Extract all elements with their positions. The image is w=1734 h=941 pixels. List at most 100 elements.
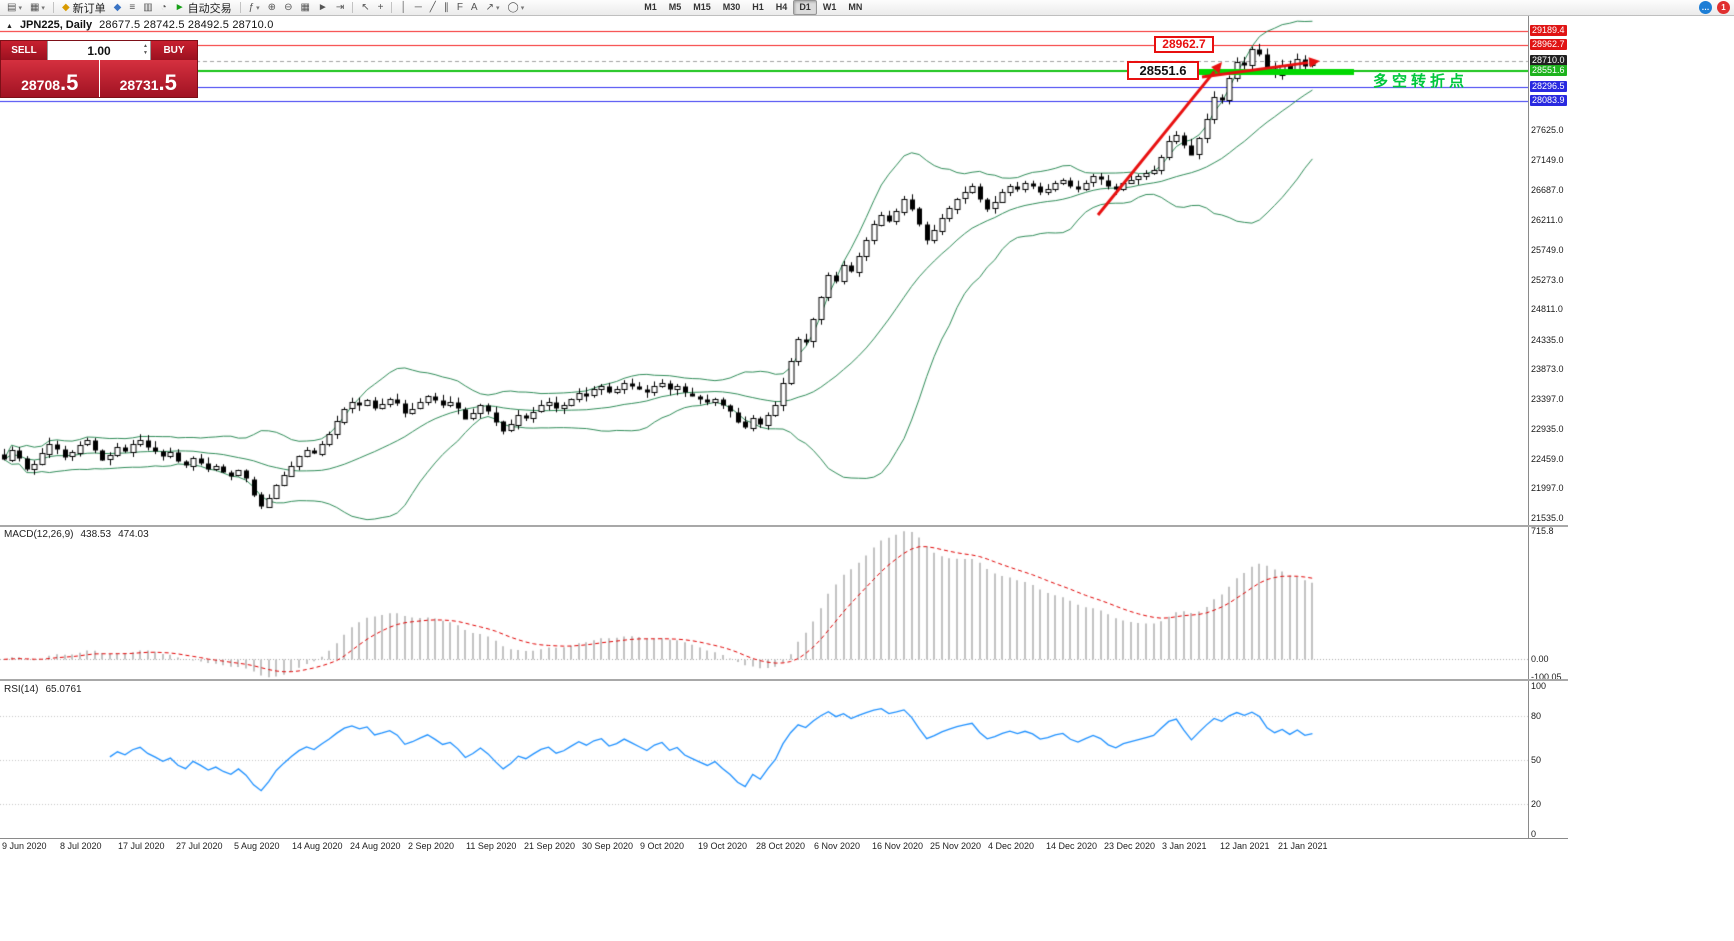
rsi-axis[interactable]: 100 80 50 20 0 — [1530, 681, 1570, 839]
new-chart-icon: ▤ — [7, 2, 17, 13]
price-chart-canvas[interactable] — [0, 16, 1528, 525]
vertical-line-button[interactable]: │ — [396, 0, 410, 15]
date-label: 5 Aug 2020 — [234, 841, 280, 851]
crosshair-button[interactable]: + — [374, 0, 388, 15]
support-price-callout[interactable]: 28551.6 — [1127, 61, 1199, 80]
chart-profiles-button[interactable]: ▦ ▾ — [26, 0, 49, 15]
symbol-name: JPN225, Daily — [19, 19, 93, 31]
auto-trading-button[interactable]: ► 自动交易 — [171, 0, 236, 15]
date-label: 8 Jul 2020 — [60, 841, 102, 851]
rsi-axis-label: 20 — [1531, 799, 1542, 810]
volume-value: 1.00 — [87, 43, 111, 58]
equidistant-channel-button[interactable]: ∥ — [440, 0, 453, 15]
crosshair-icon: + — [377, 2, 384, 13]
cursor-icon: ↖ — [361, 2, 370, 13]
date-axis[interactable]: 9 Jun 2020 8 Jul 2020 17 Jul 2020 27 Jul 20… — [0, 838, 1568, 852]
date-label: 25 Nov 2020 — [930, 841, 982, 851]
price-axis-label: 25749.0 — [1531, 244, 1564, 255]
rsi-axis-label: 100 — [1531, 681, 1547, 691]
buy-price-pips: .5 — [158, 70, 177, 95]
tile-windows-button[interactable]: ▦ — [296, 0, 313, 15]
data-window-icon: ▥ — [143, 2, 153, 13]
spinner-up-icon[interactable]: ▲ — [143, 43, 148, 49]
timeframe-mn[interactable]: MN — [848, 2, 863, 12]
timeframe-w1[interactable]: W1 — [822, 2, 837, 12]
text-label-icon: A — [470, 2, 478, 13]
spinner-down-icon[interactable]: ▼ — [143, 50, 148, 56]
horizontal-line-button[interactable]: ─ — [411, 0, 426, 15]
one-click-trading-panel: SELL 1.00 ▲ ▼ BUY 28708.5 28731.5 — [0, 40, 198, 98]
price-level-label: 28551.6 — [1530, 65, 1567, 77]
mql5-community-icon: ◆ — [113, 2, 122, 13]
buy-price-button[interactable]: 28731.5 — [99, 60, 197, 97]
dropdown-arrow-icon: ▾ — [18, 4, 22, 12]
new-order-button[interactable]: ◆ 新订单 — [58, 0, 110, 15]
zoom-out-button[interactable]: ⊖ — [280, 0, 296, 15]
turning-point-note[interactable]: 多空转折点 — [1373, 73, 1469, 90]
timeframe-m15[interactable]: M15 — [693, 2, 711, 12]
toolbar-button-groups: ▤ ▾ ▦ ▾ ◆ 新订单 ◆ ≡ ▥ ◔ ► 自动交易 ƒ ▾ ⊕ ⊖ ▦ ► ⇥ ↖ + │ ─ ╱ ∥ F A ↗ ▾ ◯ ▾ — [3, 0, 528, 16]
toolbar-separator — [352, 2, 354, 13]
buy-button[interactable]: BUY — [151, 41, 197, 60]
timeframe-h1[interactable]: H1 — [752, 2, 764, 12]
text-label-button[interactable]: A — [467, 0, 482, 15]
indicators-button[interactable]: ƒ ▾ — [245, 0, 264, 15]
community-chat-icon[interactable]: … — [1699, 1, 1712, 14]
auto-scroll-button[interactable]: ► — [314, 0, 332, 15]
macd-panel-resize-handle[interactable] — [0, 525, 1568, 527]
market-watch-icon: ≡ — [129, 2, 136, 13]
chart-shift-button[interactable]: ⇥ — [332, 0, 348, 15]
macd-value: 438.53 — [80, 529, 112, 540]
chart-profiles-icon: ▦ — [29, 2, 40, 13]
news-alert-icon[interactable]: 1 — [1717, 1, 1730, 14]
cursor-button[interactable]: ↖ — [357, 0, 373, 15]
price-axis-label: 22459.0 — [1531, 453, 1564, 464]
new-order-icon: ◆ — [61, 2, 70, 13]
date-label: 12 Jan 2021 — [1220, 841, 1270, 851]
fibonacci-button[interactable]: F — [453, 0, 467, 15]
rsi-panel-canvas[interactable] — [0, 682, 1528, 838]
price-axis-label: 25273.0 — [1531, 274, 1564, 285]
resistance-price-callout[interactable]: 28962.7 — [1154, 36, 1214, 53]
date-label: 9 Jun 2020 — [2, 841, 47, 851]
macd-axis-label: 0.00 — [1531, 654, 1549, 665]
sell-price-button[interactable]: 28708.5 — [1, 60, 99, 97]
trendline-button[interactable]: ╱ — [426, 0, 440, 15]
date-label: 14 Aug 2020 — [292, 841, 343, 851]
price-axis-label: 27625.0 — [1531, 125, 1564, 136]
price-axis[interactable]: 27625.0 27149.0 26687.0 26211.0 25749.0 25273… — [1530, 16, 1570, 526]
rsi-panel-resize-handle[interactable] — [0, 679, 1568, 681]
arrows-button[interactable]: ↗ ▾ — [482, 0, 504, 15]
timeframe-m1[interactable]: M1 — [644, 2, 657, 12]
timeframe-h4[interactable]: H4 — [775, 2, 788, 12]
new-order-label: 新订单 — [72, 2, 106, 15]
shapes-button[interactable]: ◯ ▾ — [504, 0, 529, 15]
mql5-community-button[interactable]: ◆ — [110, 0, 126, 15]
new-chart-button[interactable]: ▤ ▾ — [3, 0, 26, 15]
fibonacci-icon: F — [456, 2, 463, 13]
strategy-tester-button[interactable]: ◔ — [157, 0, 171, 15]
rsi-axis-label: 50 — [1531, 755, 1542, 765]
timeframe-m5[interactable]: M5 — [668, 2, 682, 12]
price-axis-label: 21535.0 — [1531, 512, 1564, 523]
macd-axis[interactable]: 715.8 0.00 -100.05 — [1530, 526, 1570, 682]
data-window-button[interactable]: ▥ — [139, 0, 156, 15]
macd-panel-canvas[interactable] — [0, 527, 1528, 679]
market-watch-button[interactable]: ≡ — [125, 0, 139, 15]
rsi-value: 65.0761 — [45, 684, 82, 695]
volume-input[interactable]: 1.00 ▲ ▼ — [47, 41, 151, 60]
date-label: 19 Oct 2020 — [698, 841, 748, 851]
price-axis-label: 23873.0 — [1531, 363, 1564, 374]
dropdown-arrow-icon: ▾ — [520, 4, 525, 12]
zoom-in-button[interactable]: ⊕ — [264, 0, 280, 15]
vertical-line-icon: │ — [400, 2, 407, 13]
sell-button[interactable]: SELL — [1, 41, 47, 60]
date-label: 28 Oct 2020 — [756, 841, 806, 851]
date-label: 30 Sep 2020 — [582, 841, 634, 851]
price-axis-label: 21997.0 — [1531, 483, 1564, 494]
zoom-in-icon: ⊕ — [267, 2, 277, 13]
volume-spinner[interactable]: ▲ ▼ — [143, 43, 148, 57]
timeframe-m30[interactable]: M30 — [722, 2, 741, 12]
timeframe-d1[interactable]: D1 — [793, 0, 817, 15]
date-label: 4 Dec 2020 — [988, 841, 1035, 851]
